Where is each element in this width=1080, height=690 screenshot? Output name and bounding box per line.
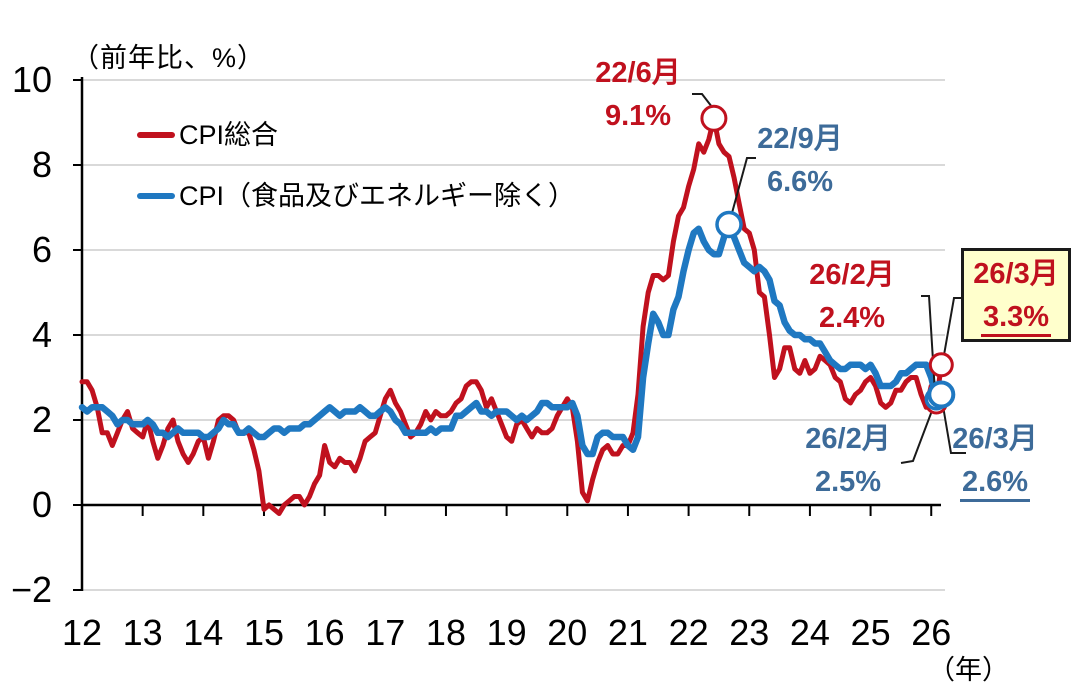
callout-headline-feb26-date: 26/2月 — [809, 259, 895, 291]
y-tick-label: 6 — [32, 229, 52, 270]
callout-core-feb26-value: 2.5% — [814, 466, 882, 498]
y-tick-label: 2 — [32, 399, 52, 440]
callout-leader-mar26_core — [942, 405, 966, 454]
callout-core-feb26-date: 26/2月 — [805, 423, 891, 455]
x-tick-label-23: 23 — [729, 612, 769, 653]
callout-headline-mar26-highlight-box: 26/3月 3.3% — [961, 248, 1071, 342]
x-tick-label-20: 20 — [547, 612, 587, 653]
callout-leader-feb26_core — [900, 407, 934, 464]
callout-headline-peak: 22/6月 9.1% — [553, 52, 723, 138]
callout-core-mar26-date: 26/3月 — [952, 423, 1038, 455]
callout-leader-peak_headline — [692, 93, 713, 108]
x-tick-label-12: 12 — [62, 612, 102, 653]
legend-swatch-blue-line — [137, 193, 175, 199]
y-tick-label: 10 — [12, 59, 52, 100]
legend: CPI総合 CPI（食品及びエネルギー除く） — [137, 120, 575, 242]
callout-core-mar26: 26/3月 2.6% — [910, 418, 1080, 504]
callout-headline-mar26-date: 26/3月 — [973, 258, 1059, 290]
y-tick-label: −2 — [11, 569, 52, 610]
callout-headline-feb26: 26/2月 2.4% — [767, 254, 937, 340]
callout-marker-peak_core — [715, 210, 743, 239]
callout-leader-peak_core — [731, 157, 756, 214]
callout-marker-mar26_core — [927, 380, 956, 409]
x-tick-label-26: 26 — [911, 612, 951, 653]
x-tick-label-17: 17 — [365, 612, 405, 653]
legend-item-cpi-core: CPI（食品及びエネルギー除く） — [137, 181, 575, 211]
legend-label-cpi-core: CPI（食品及びエネルギー除く） — [179, 181, 576, 211]
callout-core-peak-value: 6.6% — [766, 166, 834, 198]
x-tick-label-14: 14 — [183, 612, 223, 653]
x-tick-label-16: 16 — [305, 612, 345, 653]
y-tick-label: 4 — [32, 314, 52, 355]
y-tick-label: 0 — [32, 484, 52, 525]
callout-headline-peak-value: 9.1% — [604, 100, 672, 132]
x-tick-label-22: 22 — [669, 612, 709, 653]
callout-core-peak: 22/9月 6.6% — [715, 118, 885, 204]
x-tick-label-21: 21 — [608, 612, 648, 653]
x-tick-label-25: 25 — [851, 612, 891, 653]
cpi-core-line — [78, 221, 945, 458]
callout-core-feb26: 26/2月 2.5% — [763, 418, 933, 504]
x-tick-label-18: 18 — [426, 612, 466, 653]
callout-marker-mar26_headline — [928, 352, 954, 378]
y-tick-label: 8 — [32, 144, 52, 185]
callout-headline-peak-date: 22/6月 — [595, 57, 681, 89]
y-axis-unit-label: （前年比、%） — [72, 43, 266, 73]
callout-headline-mar26-value: 3.3% — [964, 296, 1068, 339]
legend-label-cpi-headline: CPI総合 — [179, 120, 279, 150]
legend-swatch-red-line — [137, 132, 175, 138]
callout-core-mar26-value: 2.6% — [910, 461, 1080, 504]
legend-item-cpi-headline: CPI総合 — [137, 120, 575, 150]
x-tick-label-13: 13 — [123, 612, 163, 653]
x-tick-label-19: 19 — [487, 612, 527, 653]
cpi-headline-line — [79, 115, 944, 516]
callout-headline-feb26-value: 2.4% — [818, 302, 886, 334]
callout-leader-mar26_headline — [943, 297, 961, 356]
x-tick-label-15: 15 — [244, 612, 284, 653]
x-axis-year-label: （年） — [928, 655, 1009, 685]
callout-core-peak-date: 22/9月 — [757, 123, 843, 155]
x-tick-label-24: 24 — [790, 612, 830, 653]
callout-marker-peak_headline — [700, 104, 728, 132]
